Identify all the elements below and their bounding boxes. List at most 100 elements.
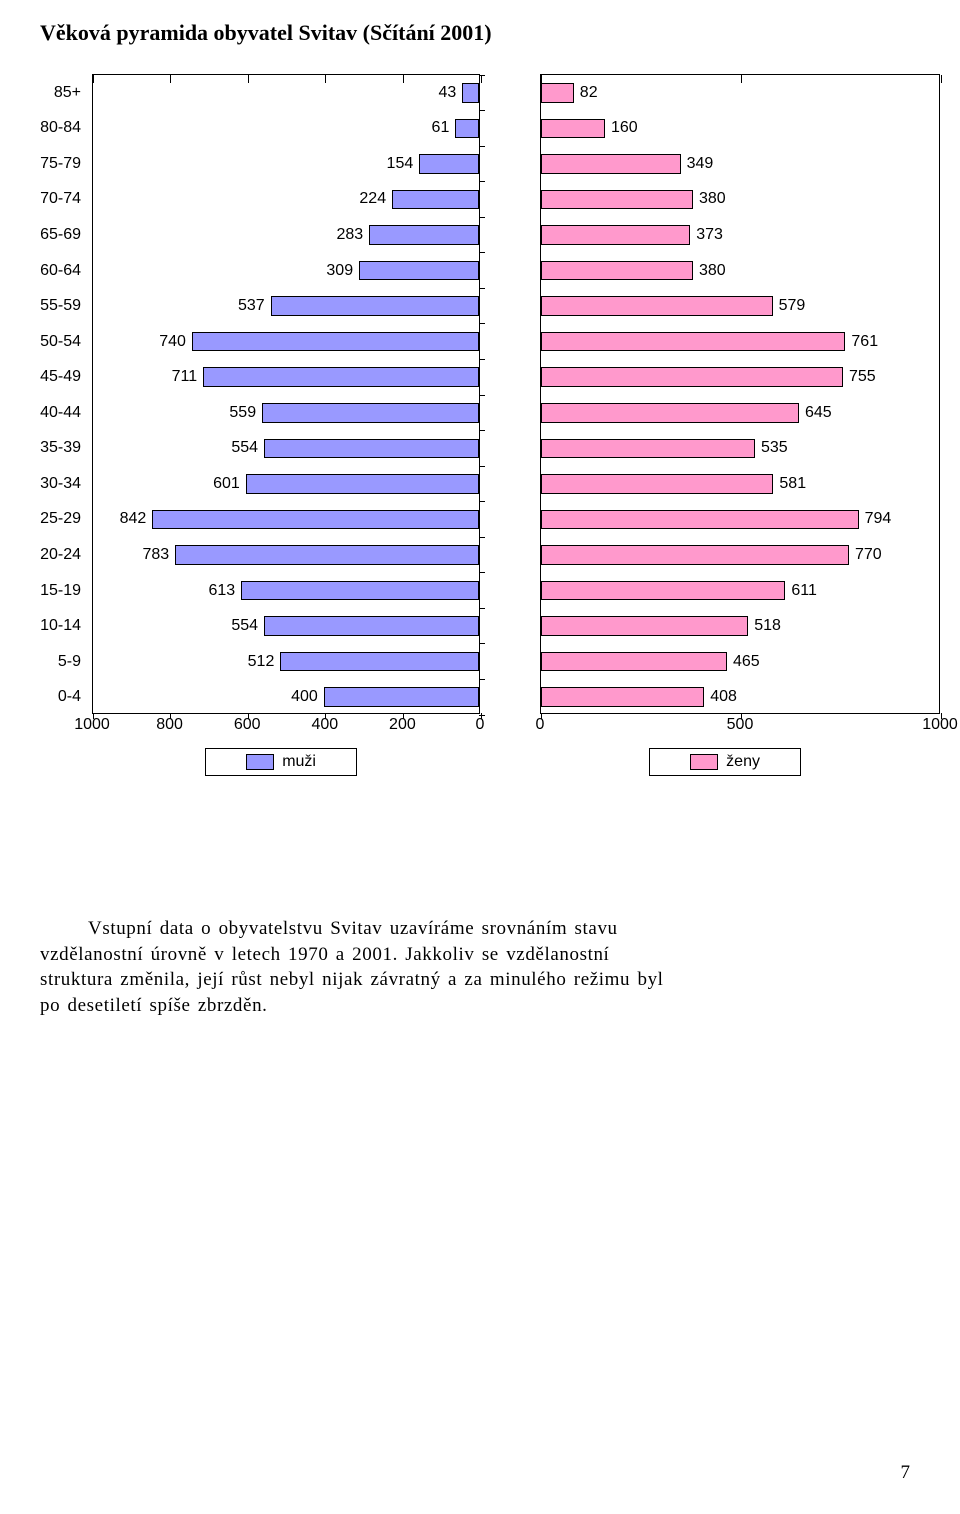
legend-swatch-male [246,754,274,770]
male-bar [246,474,479,494]
male-value-label: 512 [248,654,275,670]
female-panel: 8216034938037338057976175564553558179477… [540,74,940,742]
body-line-2: vzdělanostní úrovně v letech 1970 a 2001… [40,944,609,965]
age-category-label: 20-24 [21,547,81,563]
female-value-label: 579 [779,298,806,314]
female-x-tick-label: 1000 [922,716,958,734]
female-bar [541,581,785,601]
age-category-label: 75-79 [21,156,81,172]
body-line-4: po desetiletí spíše zbrzděn. [40,995,268,1016]
age-category-label: 85+ [21,85,81,101]
female-bar [541,190,693,210]
male-bar [152,510,479,530]
body-line-1: Vstupní data o obyvatelstvu Svitav uzaví… [88,918,618,939]
female-value-label: 380 [699,191,726,207]
age-category-label: 60-64 [21,263,81,279]
female-bar [541,510,859,530]
female-bar [541,367,843,387]
legend-swatch-female [690,754,718,770]
age-category-label: 45-49 [21,369,81,385]
female-value-label: 349 [687,156,714,172]
age-category-label: 80-84 [21,120,81,136]
male-value-label: 224 [359,191,386,207]
female-value-label: 160 [611,120,638,136]
male-bar [455,119,479,139]
female-bar [541,154,681,174]
male-value-label: 537 [238,298,265,314]
female-value-label: 794 [865,511,892,527]
age-category-label: 0-4 [21,689,81,705]
female-bar [541,403,799,423]
female-value-label: 581 [779,476,806,492]
male-x-tick-label: 200 [389,716,416,734]
male-value-label: 43 [439,85,457,101]
male-x-tick-label: 800 [156,716,183,734]
female-value-label: 408 [710,689,737,705]
male-value-label: 601 [213,476,240,492]
male-bar [271,296,479,316]
female-value-label: 761 [851,334,878,350]
female-plot: 8216034938037338057976175564553558179477… [540,74,940,714]
female-bar [541,225,690,245]
female-value-label: 645 [805,405,832,421]
female-bar [541,296,773,316]
male-value-label: 154 [387,156,414,172]
age-category-label: 65-69 [21,227,81,243]
male-bar [324,687,479,707]
male-x-tick-label: 400 [311,716,338,734]
male-value-label: 613 [208,583,235,599]
age-category-label: 25-29 [21,511,81,527]
male-value-label: 559 [229,405,256,421]
male-x-tick-label: 0 [476,716,485,734]
male-value-label: 554 [231,618,258,634]
legend-label-male: muži [282,753,316,771]
male-bar [359,261,479,281]
female-value-label: 535 [761,440,788,456]
female-bar [541,332,845,352]
female-bar [541,616,748,636]
female-value-label: 770 [855,547,882,563]
body-line-3: struktura změnila, její růst nebyl nijak… [40,969,664,990]
legend-female: ženy [649,748,801,776]
male-bar [262,403,479,423]
female-value-label: 380 [699,263,726,279]
male-bar [264,616,479,636]
male-value-label: 554 [231,440,258,456]
male-bar [192,332,479,352]
female-value-label: 611 [791,583,817,599]
male-value-label: 61 [432,120,450,136]
male-value-label: 783 [143,547,170,563]
chart-title: Věková pyramida obyvatel Svitav (Sčítání… [40,20,920,46]
male-bar [462,83,479,103]
age-category-label: 40-44 [21,405,81,421]
male-value-label: 309 [326,263,353,279]
legend-label-female: ženy [726,753,760,771]
female-bar [541,545,849,565]
legend-row: muži ženy [40,748,920,776]
male-value-label: 283 [337,227,364,243]
female-value-label: 82 [580,85,598,101]
female-x-tick-label: 0 [536,716,545,734]
female-x-axis: 05001000 [540,714,940,742]
age-category-label: 50-54 [21,334,81,350]
male-bar [241,581,479,601]
age-category-label: 70-74 [21,191,81,207]
female-value-label: 465 [733,654,760,670]
male-x-axis: 10008006004002000 [92,714,480,742]
female-value-label: 518 [754,618,781,634]
male-bar [203,367,479,387]
female-bar [541,83,574,103]
body-paragraph: Vstupní data o obyvatelstvu Svitav uzaví… [40,916,920,1019]
female-x-tick-label: 500 [727,716,754,734]
male-bar [264,439,479,459]
age-category-label: 5-9 [21,654,81,670]
male-x-tick-label: 1000 [74,716,110,734]
legend-male: muži [205,748,357,776]
page-number: 7 [901,1462,911,1484]
female-bar [541,652,727,672]
female-value-label: 373 [696,227,723,243]
male-panel: 4385+6180-8415475-7922470-7428365-693096… [40,74,480,742]
male-plot: 4385+6180-8415475-7922470-7428365-693096… [92,74,480,714]
female-bar [541,474,773,494]
male-x-tick-label: 600 [234,716,261,734]
